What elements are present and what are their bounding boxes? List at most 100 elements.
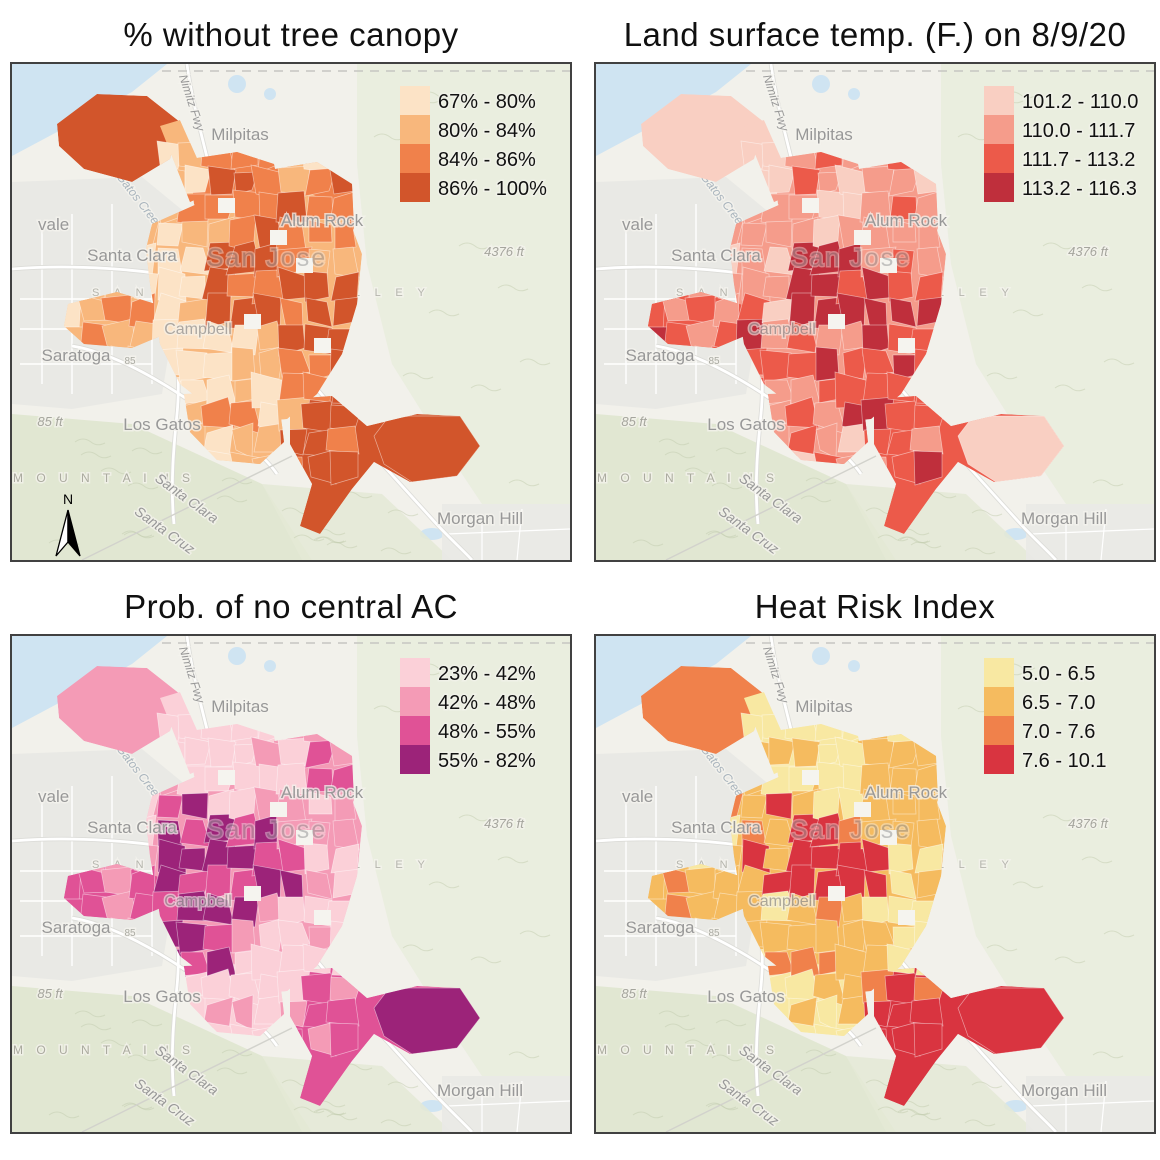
unshaded-tract xyxy=(802,198,819,213)
unshaded-tract xyxy=(314,338,331,353)
map-label-elev-4376ft: 4376 ft xyxy=(1068,244,1109,259)
unshaded-tract xyxy=(270,802,287,817)
map-label-santa-clara: Santa Clara xyxy=(87,818,177,837)
legend-label: 86% - 100% xyxy=(438,178,547,200)
unshaded-tract xyxy=(218,198,235,213)
map-label-elev-85ft: 85 ft xyxy=(37,414,64,429)
legend-swatch xyxy=(400,658,430,687)
map-label-milpitas: Milpitas xyxy=(211,125,269,144)
legend-label: 84% - 86% xyxy=(438,149,536,171)
map-label-los-gatos: Los Gatos xyxy=(707,415,785,434)
county-boundary-sw xyxy=(665,1027,877,1132)
map-label-campbell: Campbell xyxy=(748,321,816,338)
county-boundary-sw xyxy=(81,1027,293,1132)
unshaded-tract xyxy=(828,886,845,901)
map-label-morgan-hill: Morgan Hill xyxy=(1021,509,1107,528)
map-label-mountains: M O U N T A I N S xyxy=(13,1043,195,1057)
map-label-sunnyvale: vale xyxy=(622,215,653,234)
map-label-sunnyvale: vale xyxy=(38,787,69,806)
unshaded-tract xyxy=(880,258,897,273)
legend-label: 110.0 - 111.7 xyxy=(1022,120,1135,142)
map-label-san-jose: San Jose xyxy=(791,816,911,844)
map-label-morgan-hill: Morgan Hill xyxy=(437,509,523,528)
map-label-santa-clara: Santa Clara xyxy=(671,818,761,837)
map-label-alum-rock: Alum Rock xyxy=(281,783,364,802)
map-panel-prob-no-central-ac: Prob. of no central AC Los Gatos Creek S … xyxy=(10,576,572,1134)
map-label-santa-clara: Santa Clara xyxy=(87,246,177,265)
legend-label: 5.0 - 6.5 xyxy=(1022,663,1095,685)
legend-swatch xyxy=(400,716,430,745)
map-title-tree-canopy: % without tree canopy xyxy=(123,16,459,53)
map-label-elev-85ft: 85 ft xyxy=(621,414,648,429)
map-label-elev-4376ft: 4376 ft xyxy=(484,816,525,831)
unshaded-tract xyxy=(218,770,235,785)
legend-swatch xyxy=(400,745,430,774)
legend: 67% - 80% 80% - 84% 84% - 86% 86% - 100% xyxy=(400,86,549,202)
unshaded-tract xyxy=(898,338,915,353)
legend-label: 7.6 - 10.1 xyxy=(1022,750,1107,772)
legend-label: 113.2 - 116.3 xyxy=(1022,178,1137,200)
map-label-saratoga: Saratoga xyxy=(42,346,112,365)
legend-label: 111.7 - 113.2 xyxy=(1022,149,1135,171)
north-arrow-icon: N xyxy=(55,491,81,557)
map-panel-land-surface-temp: Land surface temp. (F.) on 8/9/20 Los Ga… xyxy=(594,4,1156,562)
urban-grid xyxy=(596,749,1154,1132)
legend: 5.0 - 6.5 6.5 - 7.0 7.0 - 7.6 7.6 - 10.1 xyxy=(984,658,1108,774)
map-title-heat-risk-index: Heat Risk Index xyxy=(754,588,996,625)
map-label-elev-4376ft: 4376 ft xyxy=(1068,816,1109,831)
legend-label: 80% - 84% xyxy=(438,120,536,142)
unshaded-tract xyxy=(296,830,313,845)
map-label-santa-clara: Santa Clara xyxy=(671,246,761,265)
map-label-los-gatos: Los Gatos xyxy=(123,415,201,434)
map-label-saratoga: Saratoga xyxy=(626,918,696,937)
map-label-sunnyvale: vale xyxy=(622,787,653,806)
map-label-morgan-hill: Morgan Hill xyxy=(1021,1081,1107,1100)
unshaded-tract xyxy=(314,910,331,925)
legend-label: 23% - 42% xyxy=(438,663,536,685)
unshaded-tract xyxy=(802,770,819,785)
map-label-campbell: Campbell xyxy=(164,893,232,910)
map-label-alum-rock: Alum Rock xyxy=(865,211,948,230)
map-label-alum-rock: Alum Rock xyxy=(281,211,364,230)
legend-label: 7.0 - 7.6 xyxy=(1022,721,1095,743)
legend-label: 6.5 - 7.0 xyxy=(1022,692,1095,714)
map-label-mountains: M O U N T A I N S xyxy=(13,471,195,485)
legend: 23% - 42% 42% - 48% 48% - 55% 55% - 82% xyxy=(400,658,538,774)
legend-label: 48% - 55% xyxy=(438,721,536,743)
unshaded-tract xyxy=(854,230,871,245)
county-boundary-sw xyxy=(81,455,293,560)
unshaded-tract xyxy=(244,886,261,901)
unshaded-tract xyxy=(854,802,871,817)
legend-swatch xyxy=(984,716,1014,745)
legend: 101.2 - 110.0 110.0 - 111.7 111.7 - 113.2 1… xyxy=(984,86,1140,202)
map-label-saratoga: Saratoga xyxy=(42,918,112,937)
map-label-mountains: M O U N T A I N S xyxy=(597,1043,779,1057)
legend-label: 67% - 80% xyxy=(438,91,536,113)
unshaded-tract xyxy=(828,314,845,329)
map-label-milpitas: Milpitas xyxy=(795,125,853,144)
legend-swatch xyxy=(984,687,1014,716)
map-title-prob-no-central-ac: Prob. of no central AC xyxy=(124,588,458,625)
legend-swatch xyxy=(984,86,1014,115)
legend-swatch xyxy=(984,745,1014,774)
unshaded-tract xyxy=(880,830,897,845)
legend-swatch xyxy=(984,115,1014,144)
map-label-san-jose: San Jose xyxy=(791,244,911,272)
map-label-elev-4376ft: 4376 ft xyxy=(484,244,525,259)
map-label-san-jose: San Jose xyxy=(207,816,327,844)
legend-swatch xyxy=(400,86,430,115)
map-label-elev-85ft: 85 ft xyxy=(621,986,648,1001)
map-label-elev-85ft: 85 ft xyxy=(37,986,64,1001)
svg-text:N: N xyxy=(63,491,73,507)
county-boundary-sw xyxy=(665,455,877,560)
map-title-land-surface-temp: Land surface temp. (F.) on 8/9/20 xyxy=(623,16,1127,53)
legend-swatch xyxy=(984,144,1014,173)
map-label-hwy-85: 85 xyxy=(124,928,136,939)
map-label-los-gatos: Los Gatos xyxy=(123,987,201,1006)
